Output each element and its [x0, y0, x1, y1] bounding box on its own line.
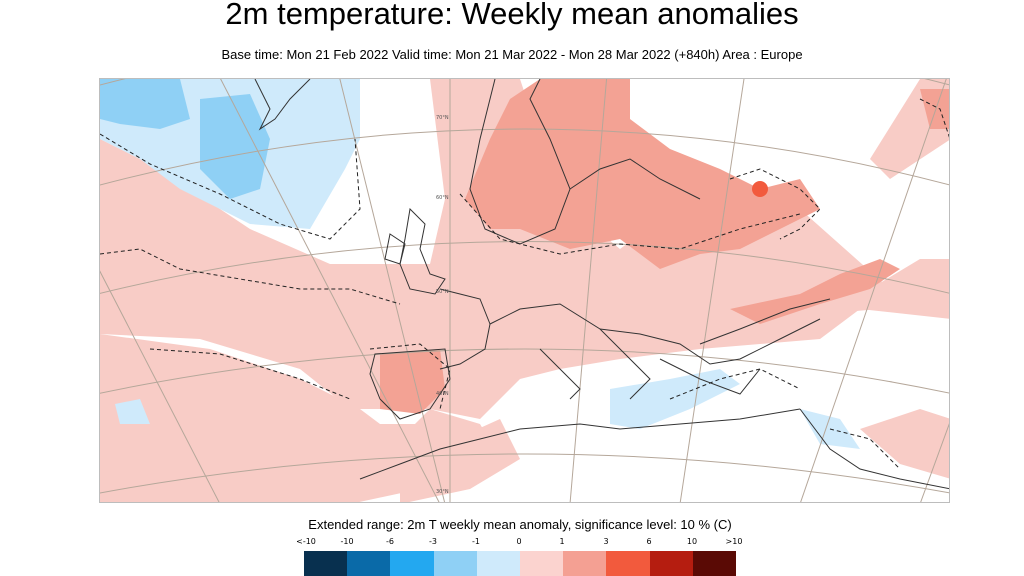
anomaly-map[interactable]: 70°N 60°N 50°N 40°N 30°N — [99, 78, 950, 503]
strong-warm-regions — [380, 79, 949, 414]
latitude-labels: 70°N 60°N 50°N 40°N 30°N — [436, 115, 449, 495]
colorbar-tick: -10 — [340, 537, 354, 546]
colorbar-tick: -6 — [386, 537, 394, 546]
colorbar-swatch — [304, 551, 348, 576]
coastlines — [254, 79, 949, 490]
colorbar-tick: <-10 — [296, 537, 316, 546]
colorbar-swatch — [347, 551, 391, 576]
page-title: 2m temperature: Weekly mean anomalies — [225, 0, 799, 31]
colorbar-tick: 3 — [603, 537, 609, 546]
colorbar-swatch — [649, 551, 693, 576]
lat-label-40: 40°N — [436, 391, 449, 397]
colorbar-tick-labels: <-10 -10 -6 -3 -1 0 1 3 6 10 >10 — [296, 537, 742, 547]
colorbar-tick: 10 — [686, 537, 698, 546]
colorbar-tick: >10 — [725, 537, 743, 546]
colorbar-swatch — [563, 551, 607, 576]
significance-contours — [100, 98, 949, 470]
lat-label-30: 30°N — [436, 489, 449, 495]
colorbar-swatch — [390, 551, 434, 576]
colorbar-tick: 6 — [646, 537, 652, 546]
lat-label-50: 50°N — [436, 289, 449, 295]
lat-label-60: 60°N — [436, 195, 449, 201]
strong-cold-regions — [100, 79, 270, 199]
colorbar-title: Extended range: 2m T weekly mean anomaly… — [308, 517, 732, 532]
lat-label-70: 70°N — [436, 115, 449, 121]
colorbar — [304, 551, 737, 576]
colorbar-swatch — [433, 551, 477, 576]
colorbar-swatch — [606, 551, 650, 576]
page-subtitle: Base time: Mon 21 Feb 2022 Valid time: M… — [221, 47, 803, 62]
colorbar-tick: -1 — [472, 537, 480, 546]
colorbar-tick: 1 — [559, 537, 565, 546]
colorbar-swatch — [520, 551, 564, 576]
colorbar-swatch — [692, 551, 737, 576]
colorbar-tick: 0 — [516, 537, 522, 546]
colorbar-tick: -3 — [429, 537, 437, 546]
colorbar-swatch — [476, 551, 521, 576]
